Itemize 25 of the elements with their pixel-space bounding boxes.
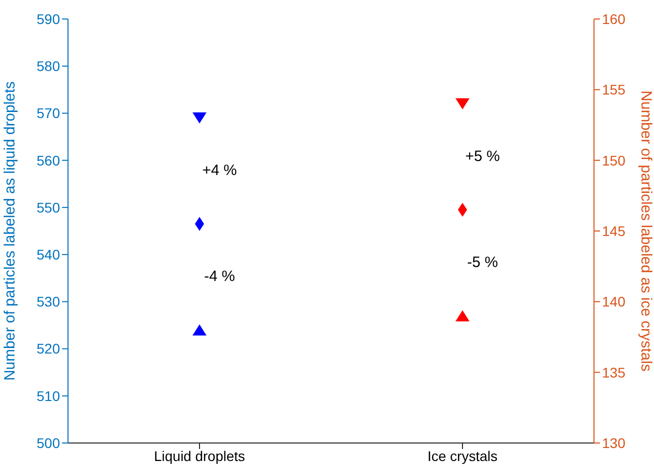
y2-tick-label: 160 [602, 10, 626, 27]
annotation: -5 % [467, 254, 498, 271]
y-tick-label: 530 [36, 294, 60, 310]
y-tick-label: 560 [36, 152, 60, 168]
y-tick-label: 520 [36, 340, 60, 357]
y-tick-label: 570 [36, 105, 60, 122]
y-tick-label: 580 [36, 58, 60, 74]
y-axis-title: Number of particles labeled as liquid droplets [1, 81, 18, 381]
annotation: +4 % [202, 162, 237, 179]
y-tick-label: 500 [36, 434, 60, 451]
y2-tick-label: 145 [602, 222, 626, 239]
annotation: -4 % [204, 268, 235, 285]
annotation: +5 % [465, 148, 500, 165]
y-tick-label: 510 [36, 388, 60, 404]
y-tick-label: 540 [36, 246, 60, 263]
y2-tick-label: 130 [602, 434, 626, 451]
y2-tick-label: 150 [602, 152, 626, 168]
y2-tick-label: 135 [602, 364, 626, 380]
y2-tick-label: 140 [602, 294, 626, 310]
y-tick-label: 550 [36, 199, 60, 216]
x-tick-label: Liquid droplets [154, 448, 246, 464]
y2-axis-title: Number of particles labeled as ice crystals [638, 90, 654, 372]
y2-tick-label: 155 [602, 82, 626, 98]
y-tick-label: 590 [36, 10, 60, 27]
x-tick-label: Ice crystals [427, 448, 498, 464]
